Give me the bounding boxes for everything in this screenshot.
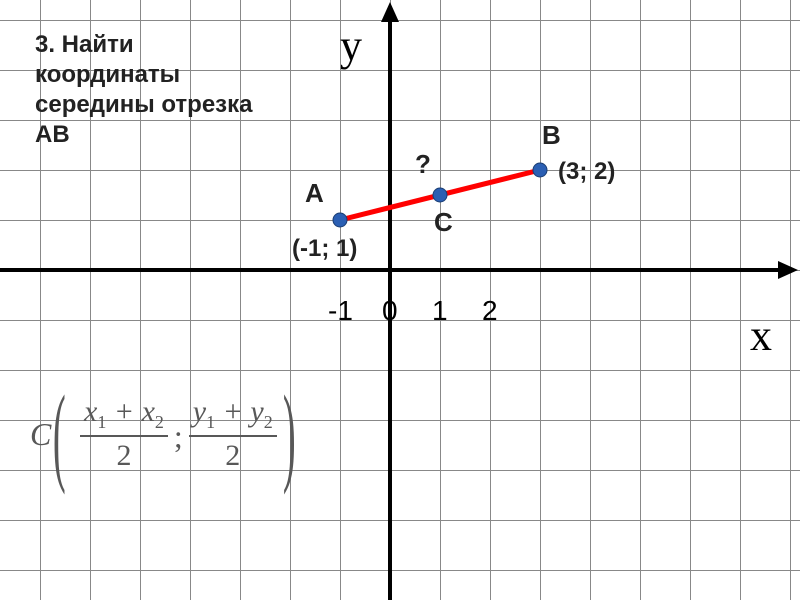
tick-label: 2 <box>482 295 498 327</box>
fraction-y: y1 + y2 2 <box>189 395 277 473</box>
point-a <box>333 213 347 227</box>
tick-label: 1 <box>432 295 448 327</box>
point-c-label: C <box>434 207 453 238</box>
formula-separator: ; <box>174 418 183 473</box>
fraction-x: x1 + x2 2 <box>80 395 168 473</box>
y-axis-label: y <box>340 20 362 71</box>
midpoint-formula: C ( x1 + x2 2 ; y1 + y2 2 ) <box>30 395 307 473</box>
question-mark: ? <box>415 149 431 180</box>
tick-label: 0 <box>382 295 398 327</box>
tick-label: -1 <box>328 295 353 327</box>
point-b-coords: (3; 2) <box>558 158 615 186</box>
point-c <box>433 188 447 202</box>
problem-text: 3. Найти координаты середины отрезка АВ <box>35 30 275 150</box>
x-axis-label: x <box>750 310 772 361</box>
point-a-label: A <box>305 178 324 209</box>
point-b <box>533 163 547 177</box>
point-a-coords: (-1; 1) <box>292 235 357 263</box>
formula-prefix: C <box>30 416 51 453</box>
point-b-label: B <box>542 120 561 151</box>
